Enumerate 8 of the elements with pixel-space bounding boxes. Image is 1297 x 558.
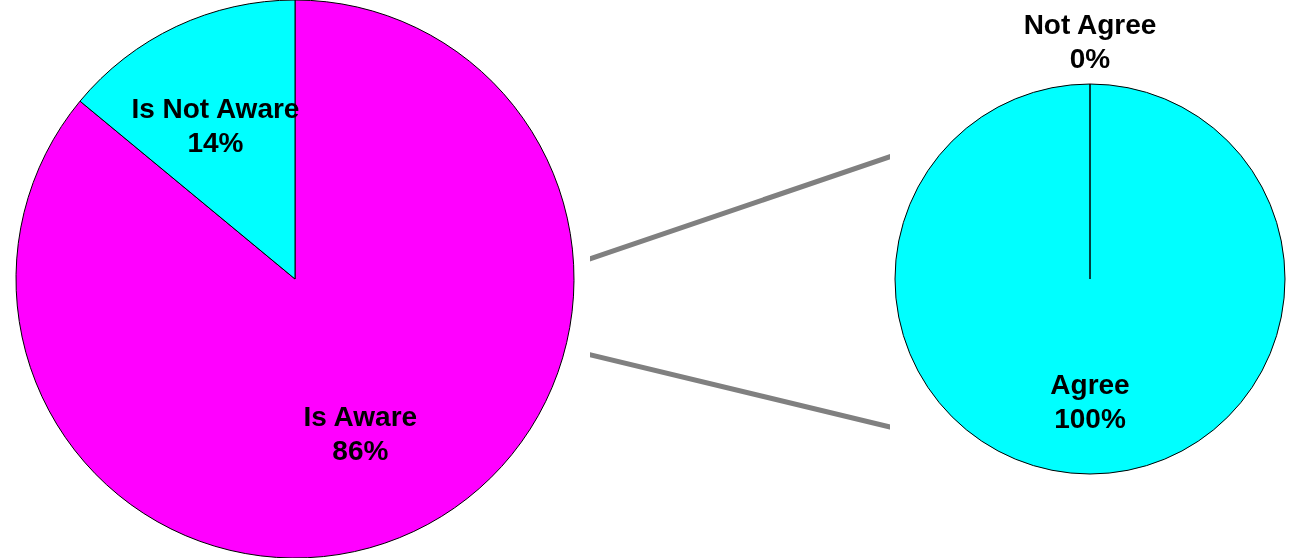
pie-slice xyxy=(15,0,575,558)
text: 0% xyxy=(1069,42,1111,74)
slice-label: Is Aware xyxy=(303,400,418,432)
category-label: Not Agree xyxy=(1023,8,1157,40)
data-label: 100% xyxy=(1054,403,1126,435)
data-label: 86% xyxy=(332,434,389,466)
slice-label: Agree xyxy=(1050,369,1130,401)
data-label: 14% xyxy=(187,126,244,158)
